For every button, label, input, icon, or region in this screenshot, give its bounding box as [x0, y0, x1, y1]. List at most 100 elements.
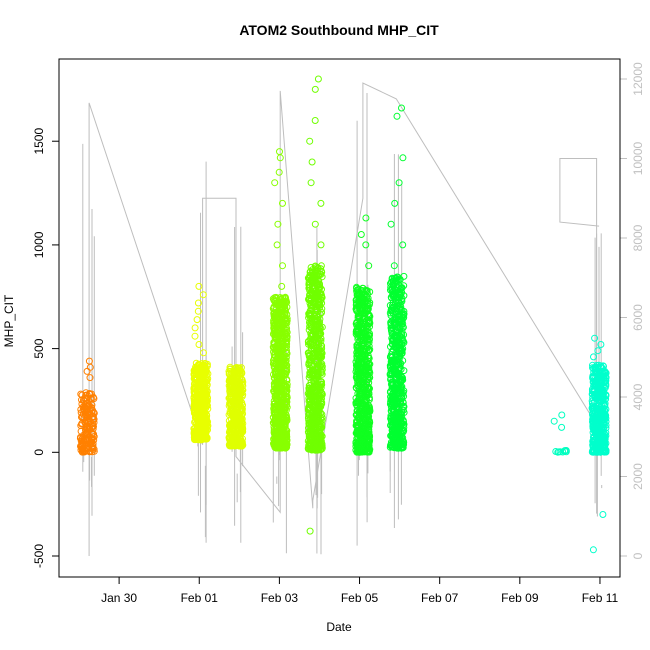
- data-point: [272, 346, 279, 354]
- data-point: [362, 214, 370, 222]
- data-point: [558, 411, 566, 419]
- data-point: [196, 432, 204, 440]
- data-point: [399, 241, 407, 249]
- data-point: [236, 418, 244, 426]
- data-point: [230, 375, 238, 383]
- y-tick-label: 1000: [32, 231, 46, 258]
- data-point: [82, 441, 90, 449]
- data-point: [281, 301, 289, 309]
- point-cluster: [386, 104, 408, 452]
- data-point: [199, 291, 207, 299]
- data-point: [274, 220, 282, 228]
- chart-title: ATOM2 Southbound MHP_CIT: [239, 22, 439, 38]
- point-cluster: [304, 75, 326, 535]
- data-point: [201, 379, 209, 387]
- data-point: [234, 422, 241, 430]
- data-point: [228, 397, 236, 405]
- data-point: [226, 363, 234, 371]
- x-tick-label: Feb 01: [181, 591, 219, 605]
- data-point: [271, 312, 279, 320]
- data-point: [90, 415, 98, 423]
- data-point: [279, 199, 286, 207]
- data-point: [277, 334, 285, 342]
- data-point: [278, 282, 286, 290]
- data-point: [279, 415, 287, 423]
- data-point: [195, 361, 202, 368]
- data-point: [275, 318, 283, 326]
- data-point: [203, 394, 211, 402]
- data-point: [201, 369, 209, 377]
- data-point: [283, 387, 291, 395]
- data-point: [231, 398, 239, 406]
- data-point: [280, 355, 288, 363]
- data-point: [226, 380, 234, 388]
- data-point: [202, 412, 210, 420]
- data-point: [280, 396, 288, 404]
- data-point: [78, 413, 86, 421]
- data-point: [274, 437, 282, 445]
- data-point: [195, 341, 203, 348]
- y-tick-label: 1500: [32, 128, 46, 155]
- data-point: [236, 382, 244, 390]
- data-point: [272, 370, 280, 378]
- y2-tick-label: 4000: [631, 383, 645, 410]
- data-point: [283, 317, 291, 324]
- y2-tick-label: 12000: [631, 62, 645, 96]
- data-point: [273, 241, 281, 249]
- data-point: [235, 393, 242, 401]
- data-point: [399, 154, 407, 162]
- data-point: [317, 241, 325, 249]
- data-point: [190, 380, 198, 388]
- data-point: [273, 374, 281, 382]
- data-point: [232, 377, 240, 385]
- data-point: [306, 527, 314, 535]
- data-point: [80, 414, 88, 422]
- data-point: [274, 308, 282, 316]
- point-cluster: [269, 148, 291, 452]
- point-cluster: [76, 357, 98, 456]
- data-point: [88, 409, 96, 417]
- data-point: [90, 395, 98, 403]
- data-point: [279, 376, 287, 384]
- point-cluster: [352, 214, 374, 456]
- y-tick-label: -500: [32, 544, 46, 568]
- data-point: [362, 241, 370, 249]
- data-point: [233, 403, 241, 411]
- data-point: [78, 391, 86, 399]
- x-tick-label: Feb 11: [582, 591, 619, 605]
- data-point: [271, 179, 279, 187]
- data-point: [194, 307, 202, 315]
- data-point: [317, 199, 325, 207]
- data-point: [196, 399, 204, 407]
- data-point: [86, 418, 94, 426]
- y-tick-label: 0: [32, 449, 46, 456]
- data-point: [227, 421, 235, 429]
- data-point: [193, 316, 201, 324]
- data-point: [282, 317, 290, 325]
- secondary-series: [82, 82, 603, 556]
- data-point: [280, 410, 288, 418]
- data-point: [231, 437, 239, 445]
- x-tick-label: Feb 05: [341, 591, 379, 605]
- data-point: [236, 403, 244, 410]
- data-point: [82, 391, 90, 399]
- axes: Jan 30 Feb 01 Feb 03 Feb 05 Feb 07 Feb 09 Feb …: [32, 62, 645, 605]
- data-point: [275, 440, 283, 448]
- data-point: [78, 400, 86, 408]
- data-point: [197, 432, 205, 440]
- data-point: [271, 394, 279, 402]
- data-point: [190, 388, 198, 396]
- data-point: [275, 168, 283, 176]
- x-tick-label: Feb 09: [501, 591, 539, 605]
- data-point: [281, 298, 289, 306]
- data-point: [280, 324, 288, 332]
- data-point: [589, 546, 597, 554]
- data-point: [193, 369, 201, 377]
- y2-tick-label: 8000: [631, 224, 645, 251]
- data-point: [599, 511, 607, 518]
- point-cluster: [588, 334, 610, 554]
- data-point: [191, 332, 199, 340]
- data-point: [237, 422, 245, 430]
- data-point: [226, 384, 234, 392]
